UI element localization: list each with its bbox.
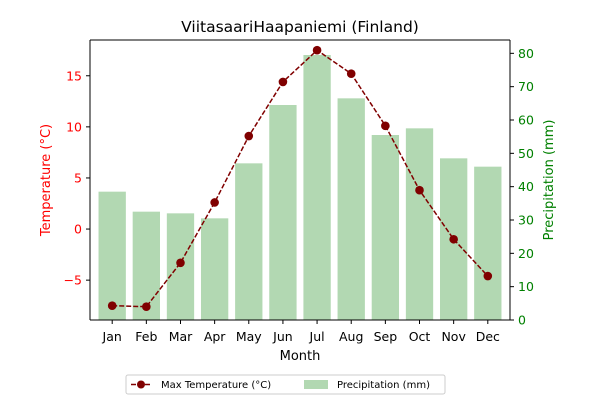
- precip-bar-aug: [337, 98, 365, 320]
- x-tick-label: Mar: [169, 329, 193, 344]
- temp-point-feb: [142, 302, 151, 312]
- chart-title: ViitasaariHaapaniemi (Finland): [181, 18, 419, 36]
- precip-bar-jun: [269, 105, 297, 320]
- y-left-tick-label: −5: [64, 273, 82, 288]
- precip-bar-sep: [371, 135, 400, 320]
- x-tick-label: Jun: [272, 329, 293, 344]
- x-tick-label: Feb: [135, 329, 157, 344]
- x-tick-label: May: [236, 329, 262, 344]
- x-tick-label: Jul: [309, 329, 325, 344]
- y-right-tick-label: 10: [518, 279, 534, 294]
- x-tick-label: Sep: [374, 329, 398, 344]
- precip-bar-feb: [132, 211, 160, 320]
- temp-point-jul: [312, 45, 322, 55]
- legend-label-temperature: Max Temperature (°C): [161, 380, 271, 391]
- legend-bar-swatch: [304, 380, 328, 389]
- temperature-line: [112, 49, 489, 308]
- precip-bar-jan: [98, 191, 126, 320]
- x-tick-label: Aug: [339, 329, 363, 344]
- precip-bar-apr: [200, 218, 229, 320]
- x-tick-label: Jan: [102, 329, 122, 344]
- x-tick-label: Oct: [409, 329, 431, 344]
- legend-line-marker: [137, 380, 145, 389]
- temperature-line-layer: [107, 45, 493, 312]
- x-axis-title: Month: [280, 349, 321, 364]
- temp-point-dec: [483, 271, 493, 281]
- axes: Jan Feb Mar Apr May Jun Jul Aug Sep Oct Nov Dec −5 0 5…: [64, 39, 534, 344]
- y-right-tick-label: 40: [518, 179, 534, 194]
- y-left-tick-label: 10: [66, 119, 82, 134]
- x-tick-label: Apr: [204, 329, 226, 344]
- legend-label-precipitation: Precipitation (mm): [337, 380, 430, 391]
- temp-point-apr: [210, 198, 219, 207]
- x-tick-label: Nov: [441, 329, 466, 344]
- precip-bar-oct: [405, 128, 434, 320]
- y-left-tick-label: 0: [74, 222, 82, 237]
- y-axis-left-title: Temperature (°C): [39, 124, 54, 237]
- temp-point-mar: [176, 258, 185, 268]
- precip-bar-may: [235, 163, 263, 320]
- precipitation-bars: [98, 55, 502, 320]
- y-right-tick-label: 60: [518, 113, 534, 128]
- temp-point-nov: [449, 234, 458, 244]
- y-right-tick-label: 30: [518, 213, 534, 228]
- temp-point-jan: [107, 301, 117, 310]
- temp-point-jun: [278, 77, 288, 87]
- y-right-tick-label: 70: [518, 79, 534, 94]
- temp-point-may: [244, 131, 254, 141]
- temp-point-oct: [415, 185, 424, 195]
- y-left-tick-label: 5: [74, 170, 82, 185]
- y-right-tick-label: 0: [518, 313, 526, 328]
- legend: Max Temperature (°C) Precipitation (mm): [125, 374, 446, 395]
- y-axis-right-title: Precipitation (mm): [542, 120, 557, 241]
- temp-point-sep: [381, 121, 390, 131]
- temp-point-aug: [346, 69, 356, 79]
- legend-frame: [125, 374, 446, 395]
- precip-bar-jul: [303, 55, 331, 320]
- y-left-tick-label: 15: [66, 68, 82, 83]
- y-right-tick-label: 50: [518, 146, 534, 161]
- y-right-tick-label: 80: [518, 46, 534, 61]
- precip-bar-dec: [474, 166, 502, 320]
- x-tick-label: Dec: [476, 329, 500, 344]
- y-right-tick-label: 20: [518, 246, 534, 261]
